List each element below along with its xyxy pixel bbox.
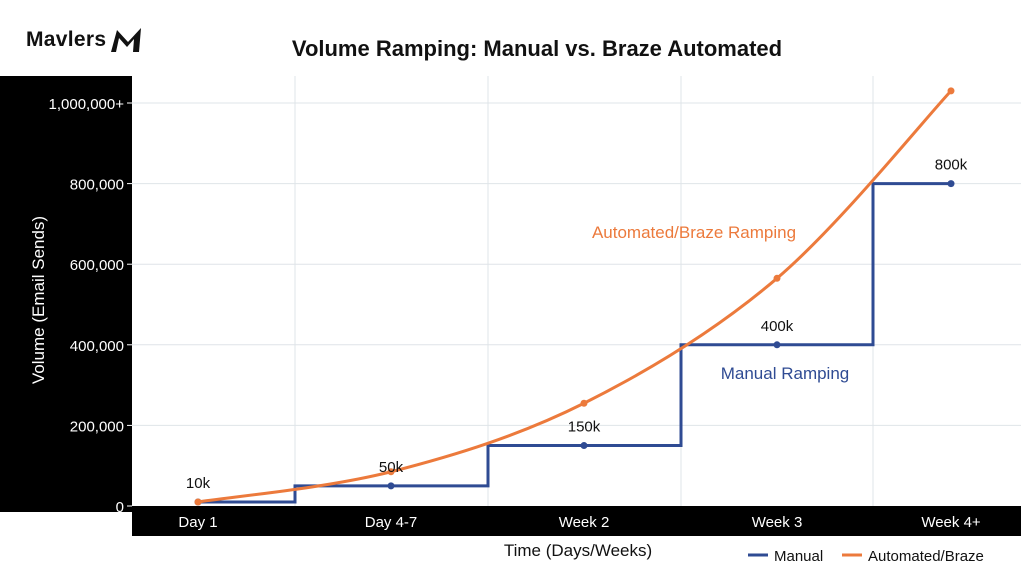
manual-value-label: 50k (379, 459, 404, 476)
automated-point (773, 274, 781, 282)
manual-value-label: 150k (568, 419, 601, 436)
manual-annotation: Manual Ramping (721, 364, 850, 383)
automated-point (947, 87, 955, 95)
grid (132, 76, 1021, 506)
legend: Manual Automated/Braze (748, 548, 984, 565)
y-ticks: 0 200,000 400,000 600,000 800,000 1,000,000+ (49, 96, 132, 516)
data-labels: 10k 50k 150k 400k 800k Automated/Braze Rampin… (186, 157, 968, 492)
x-tick-label: Week 4+ (921, 514, 981, 531)
manual-point (580, 442, 588, 450)
logo-mark-icon (111, 28, 142, 52)
manual-value-label: 10k (186, 475, 211, 492)
manual-value-label: 800k (935, 157, 968, 174)
x-ticks: Day 1 Day 4-7 Week 2 Week 3 Week 4+ (178, 514, 981, 531)
y-tick-label: 800,000 (70, 177, 124, 194)
y-tick-label: 200,000 (70, 418, 124, 435)
series (194, 87, 955, 506)
y-axis-band (0, 76, 132, 512)
y-tick-label: 0 (116, 499, 124, 516)
automated-point (580, 399, 588, 407)
x-tick-label: Day 1 (178, 514, 217, 531)
logo: Mavlers (26, 26, 147, 54)
legend-manual-label: Manual (774, 548, 823, 565)
automated-annotation: Automated/Braze Ramping (592, 223, 796, 242)
logo-text: Mavlers (26, 28, 107, 51)
automated-point (387, 468, 395, 476)
manual-point (947, 180, 955, 188)
chart-title: Volume Ramping: Manual vs. Braze Automat… (292, 36, 782, 61)
x-axis-label: Time (Days/Weeks) (504, 541, 652, 560)
y-axis-label: Volume (Email Sends) (29, 216, 48, 384)
x-axis-band (132, 506, 1021, 536)
automated-point (194, 498, 202, 506)
manual-point (387, 482, 395, 490)
manual-value-label: 400k (761, 318, 794, 335)
x-tick-label: Week 2 (559, 514, 610, 531)
y-tick-label: 1,000,000+ (49, 96, 125, 113)
x-tick-label: Day 4-7 (365, 514, 418, 531)
x-tick-label: Week 3 (752, 514, 803, 531)
manual-step-line (198, 182, 951, 504)
y-tick-label: 600,000 (70, 257, 124, 274)
y-tick-label: 400,000 (70, 338, 124, 355)
automated-curve (197, 89, 953, 504)
manual-point (773, 341, 781, 349)
legend-automated-label: Automated/Braze (868, 548, 984, 565)
